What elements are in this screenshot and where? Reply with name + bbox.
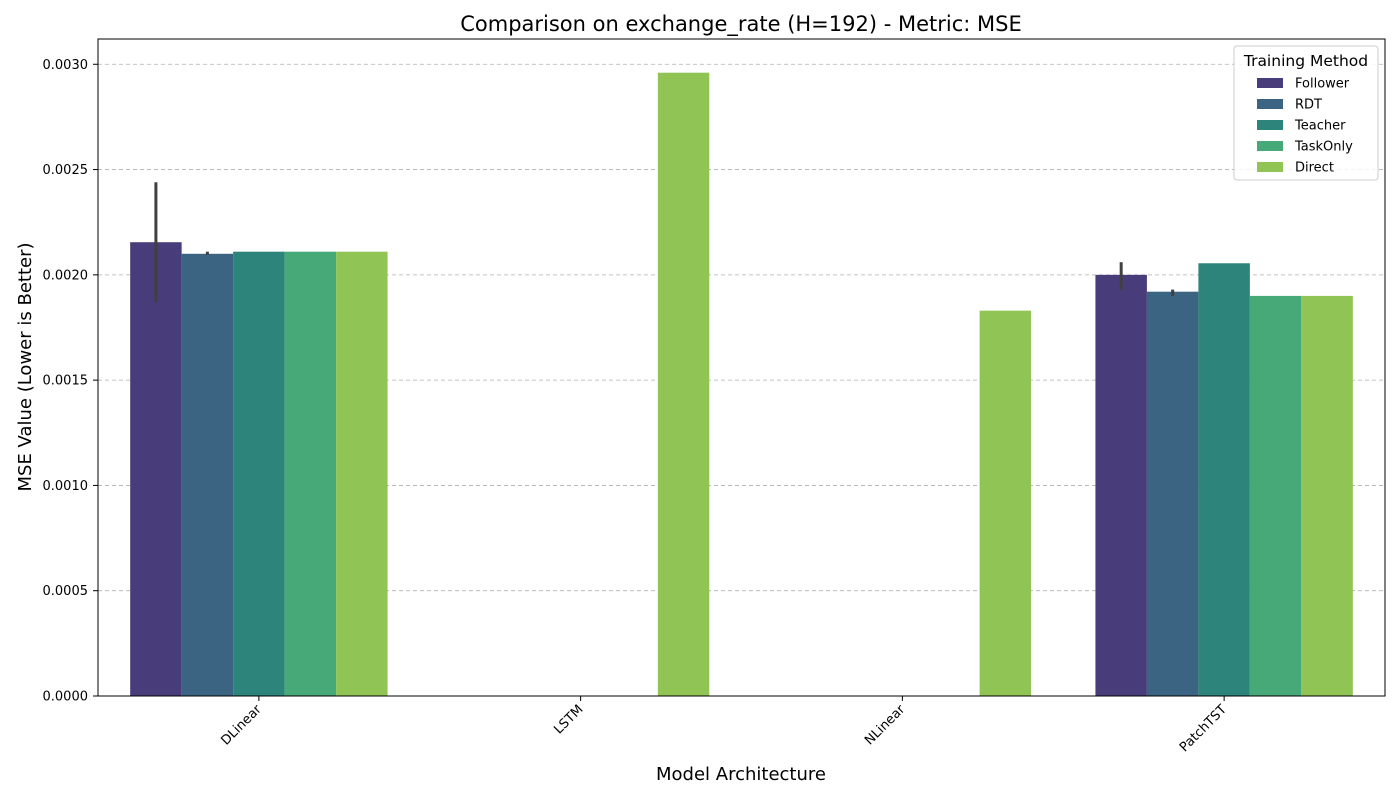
- y-tick-label: 0.0020: [43, 268, 89, 283]
- bar-rdt-dlinear: [181, 253, 234, 697]
- y-tick-label: 0.0015: [43, 374, 89, 389]
- x-axis-label: Model Architecture: [656, 764, 826, 785]
- bar-direct-patchtst: [1301, 295, 1353, 696]
- bar-follower-dlinear: [130, 242, 182, 696]
- x-tick-label: NLinear: [862, 702, 909, 749]
- bars-layer: [130, 72, 1353, 697]
- bar-teacher-patchtst: [1198, 263, 1250, 696]
- bar-direct-nlinear: [979, 310, 1032, 696]
- bar-direct-lstm: [657, 72, 710, 696]
- bar-direct-dlinear: [336, 251, 388, 697]
- bar-taskonly-patchtst: [1249, 295, 1302, 696]
- x-tick-label: LSTM: [551, 702, 586, 737]
- legend-label: Follower: [1295, 77, 1350, 92]
- chart-title: Comparison on exchange_rate (H=192) - Me…: [460, 12, 1022, 37]
- y-axis-label: MSE Value (Lower is Better): [15, 242, 36, 491]
- x-tick-label: DLinear: [218, 702, 265, 749]
- legend-label: TaskOnly: [1294, 140, 1353, 155]
- legend-label: Direct: [1295, 161, 1334, 176]
- legend-label: Teacher: [1294, 119, 1346, 134]
- legend-swatch: [1257, 78, 1283, 88]
- bar-follower-patchtst: [1095, 274, 1147, 696]
- legend-swatch: [1257, 162, 1283, 172]
- legend-swatch: [1257, 141, 1283, 151]
- y-tick-label: 0.0030: [43, 58, 89, 73]
- bar-rdt-patchtst: [1146, 291, 1199, 696]
- bar-taskonly-dlinear: [284, 251, 337, 697]
- legend-swatch: [1257, 99, 1283, 109]
- legend-title: Training Method: [1243, 52, 1368, 70]
- y-tick-label: 0.0025: [43, 163, 89, 178]
- y-axis: 0.0000 0.0005 0.0010 0.0015 0.0020 0.0025 0.00…: [43, 58, 98, 705]
- legend-items: Follower RDT Teacher TaskOnly Direct: [1257, 77, 1353, 176]
- error-bars-layer: [154, 182, 1175, 303]
- legend-swatch: [1257, 120, 1283, 130]
- x-tick-label: PatchTST: [1177, 702, 1230, 755]
- bar-teacher-dlinear: [233, 251, 285, 697]
- y-tick-label: 0.0010: [43, 479, 89, 494]
- plot-frame: [97, 38, 1386, 697]
- y-tick-label: 0.0005: [43, 584, 89, 599]
- legend: Training Method Follower RDT Teacher TaskOn…: [1233, 45, 1379, 181]
- legend-label: RDT: [1295, 98, 1322, 113]
- x-axis: DLinear LSTM NLinear PatchTST: [218, 696, 1230, 755]
- y-tick-label: 0.0000: [43, 690, 89, 705]
